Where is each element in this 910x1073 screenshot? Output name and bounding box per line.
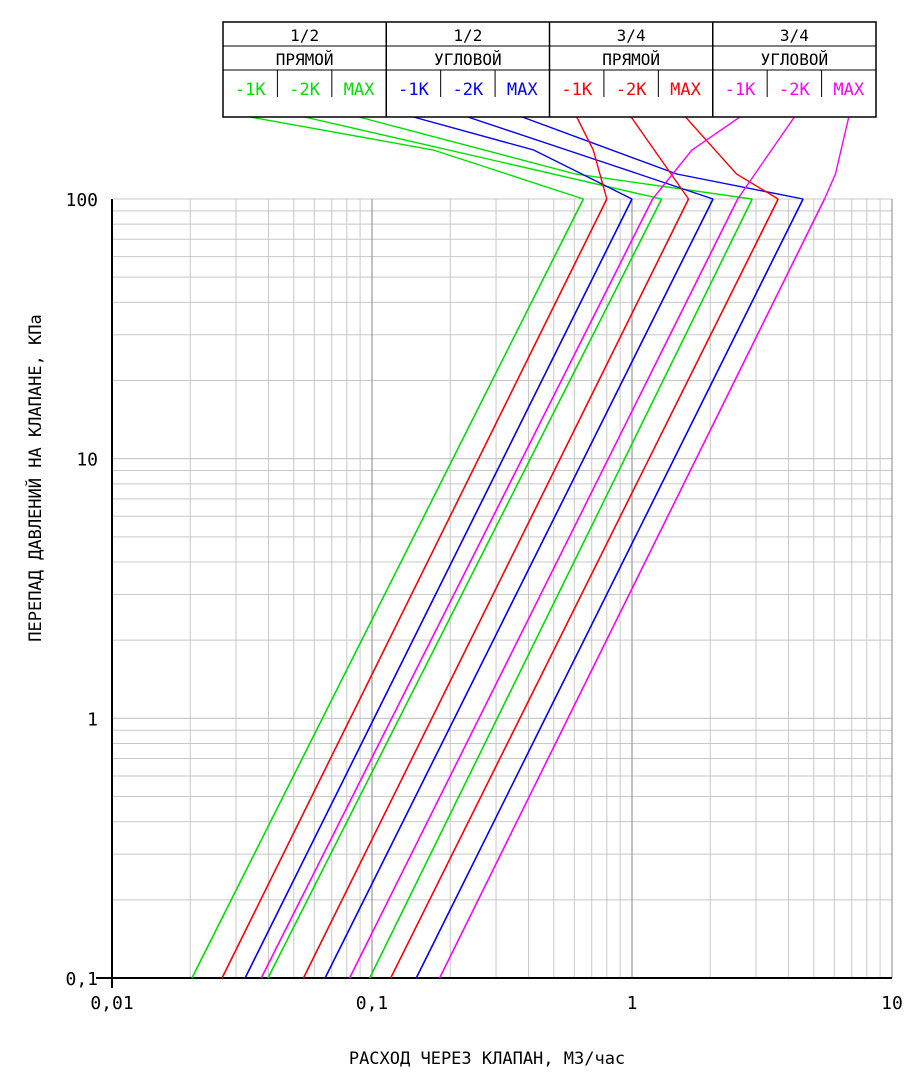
series-line	[302, 198, 690, 979]
series-line	[267, 198, 663, 979]
series-leader-line	[823, 116, 850, 200]
legend-size-label: 3/4	[780, 26, 809, 45]
legend-entry: -2K	[616, 80, 647, 100]
legend-kind-label: УГЛОВОЙ	[761, 50, 828, 69]
tick-labels: 0,01 0,1 1 10 0,1 1 10 100	[65, 190, 902, 1014]
series-line	[438, 198, 826, 979]
series-line	[415, 198, 804, 979]
series-leader-line	[467, 116, 714, 200]
series-line	[348, 198, 739, 979]
legend-size-label: 3/4	[617, 26, 646, 45]
legend-kind-label: ПРЯМОЙ	[276, 50, 334, 69]
legend-size-label: 1/2	[290, 26, 319, 45]
series-leader-line	[630, 116, 690, 200]
legend-kind-label: ПРЯМОЙ	[602, 50, 660, 69]
x-axis-title: РАСХОД ЧЕРЕЗ КЛАПАН, М3/час	[349, 1049, 625, 1069]
series-line	[324, 198, 714, 979]
leader-lines	[250, 116, 850, 200]
legend-size-label: 1/2	[453, 26, 482, 45]
y-tick-label: 100	[65, 190, 98, 211]
legend-entry: MAX	[507, 80, 538, 100]
x-tick-label: 0,1	[356, 993, 389, 1014]
grid	[111, 198, 893, 979]
x-tick-label: 0,01	[90, 993, 133, 1014]
series-line	[260, 198, 654, 979]
legend-entry: -2K	[779, 80, 810, 100]
legend-entry: -1K	[725, 80, 756, 100]
legend-entry: MAX	[344, 80, 375, 100]
y-tick-label: 0,1	[65, 969, 98, 990]
x-tick-label: 1	[627, 993, 638, 1014]
legend-table: 1/2 ПРЯМОЙ 1/2 УГЛОВОЙ 3/4 ПРЯМОЙ 3/4 УГЛОВОЙ -1…	[222, 21, 877, 118]
legend-entry: -1K	[398, 80, 429, 100]
series-line	[369, 198, 753, 979]
series-leader-line	[685, 116, 779, 200]
axes	[96, 199, 892, 988]
series-leader-line	[652, 116, 741, 200]
legend-entry: -2K	[289, 80, 320, 100]
series-leader-line	[250, 116, 584, 200]
series-leader-line	[522, 116, 804, 200]
y-tick-label: 10	[76, 450, 98, 471]
legend-entry: MAX	[833, 80, 864, 100]
series-line	[244, 198, 633, 979]
legend-entry: MAX	[670, 80, 701, 100]
y-axis-title: ПЕРЕПАД ДАВЛЕНИЙ НА КЛАПАНЕ, КПа	[24, 314, 46, 642]
x-tick-label: 10	[881, 993, 903, 1014]
legend-entry: -1K	[561, 80, 592, 100]
legend-kind-label: УГЛОВОЙ	[434, 50, 501, 69]
series-leader-line	[358, 116, 753, 200]
series-lines	[191, 198, 826, 979]
legend-entry: -1K	[235, 80, 266, 100]
series-leader-line	[413, 116, 633, 200]
y-tick-label: 1	[87, 709, 98, 730]
series-line	[389, 198, 779, 979]
series-line	[221, 198, 608, 979]
series-line	[191, 198, 585, 979]
series-leader-line	[737, 116, 795, 200]
legend-entry: -2K	[453, 80, 484, 100]
series-leader-line	[576, 116, 608, 200]
